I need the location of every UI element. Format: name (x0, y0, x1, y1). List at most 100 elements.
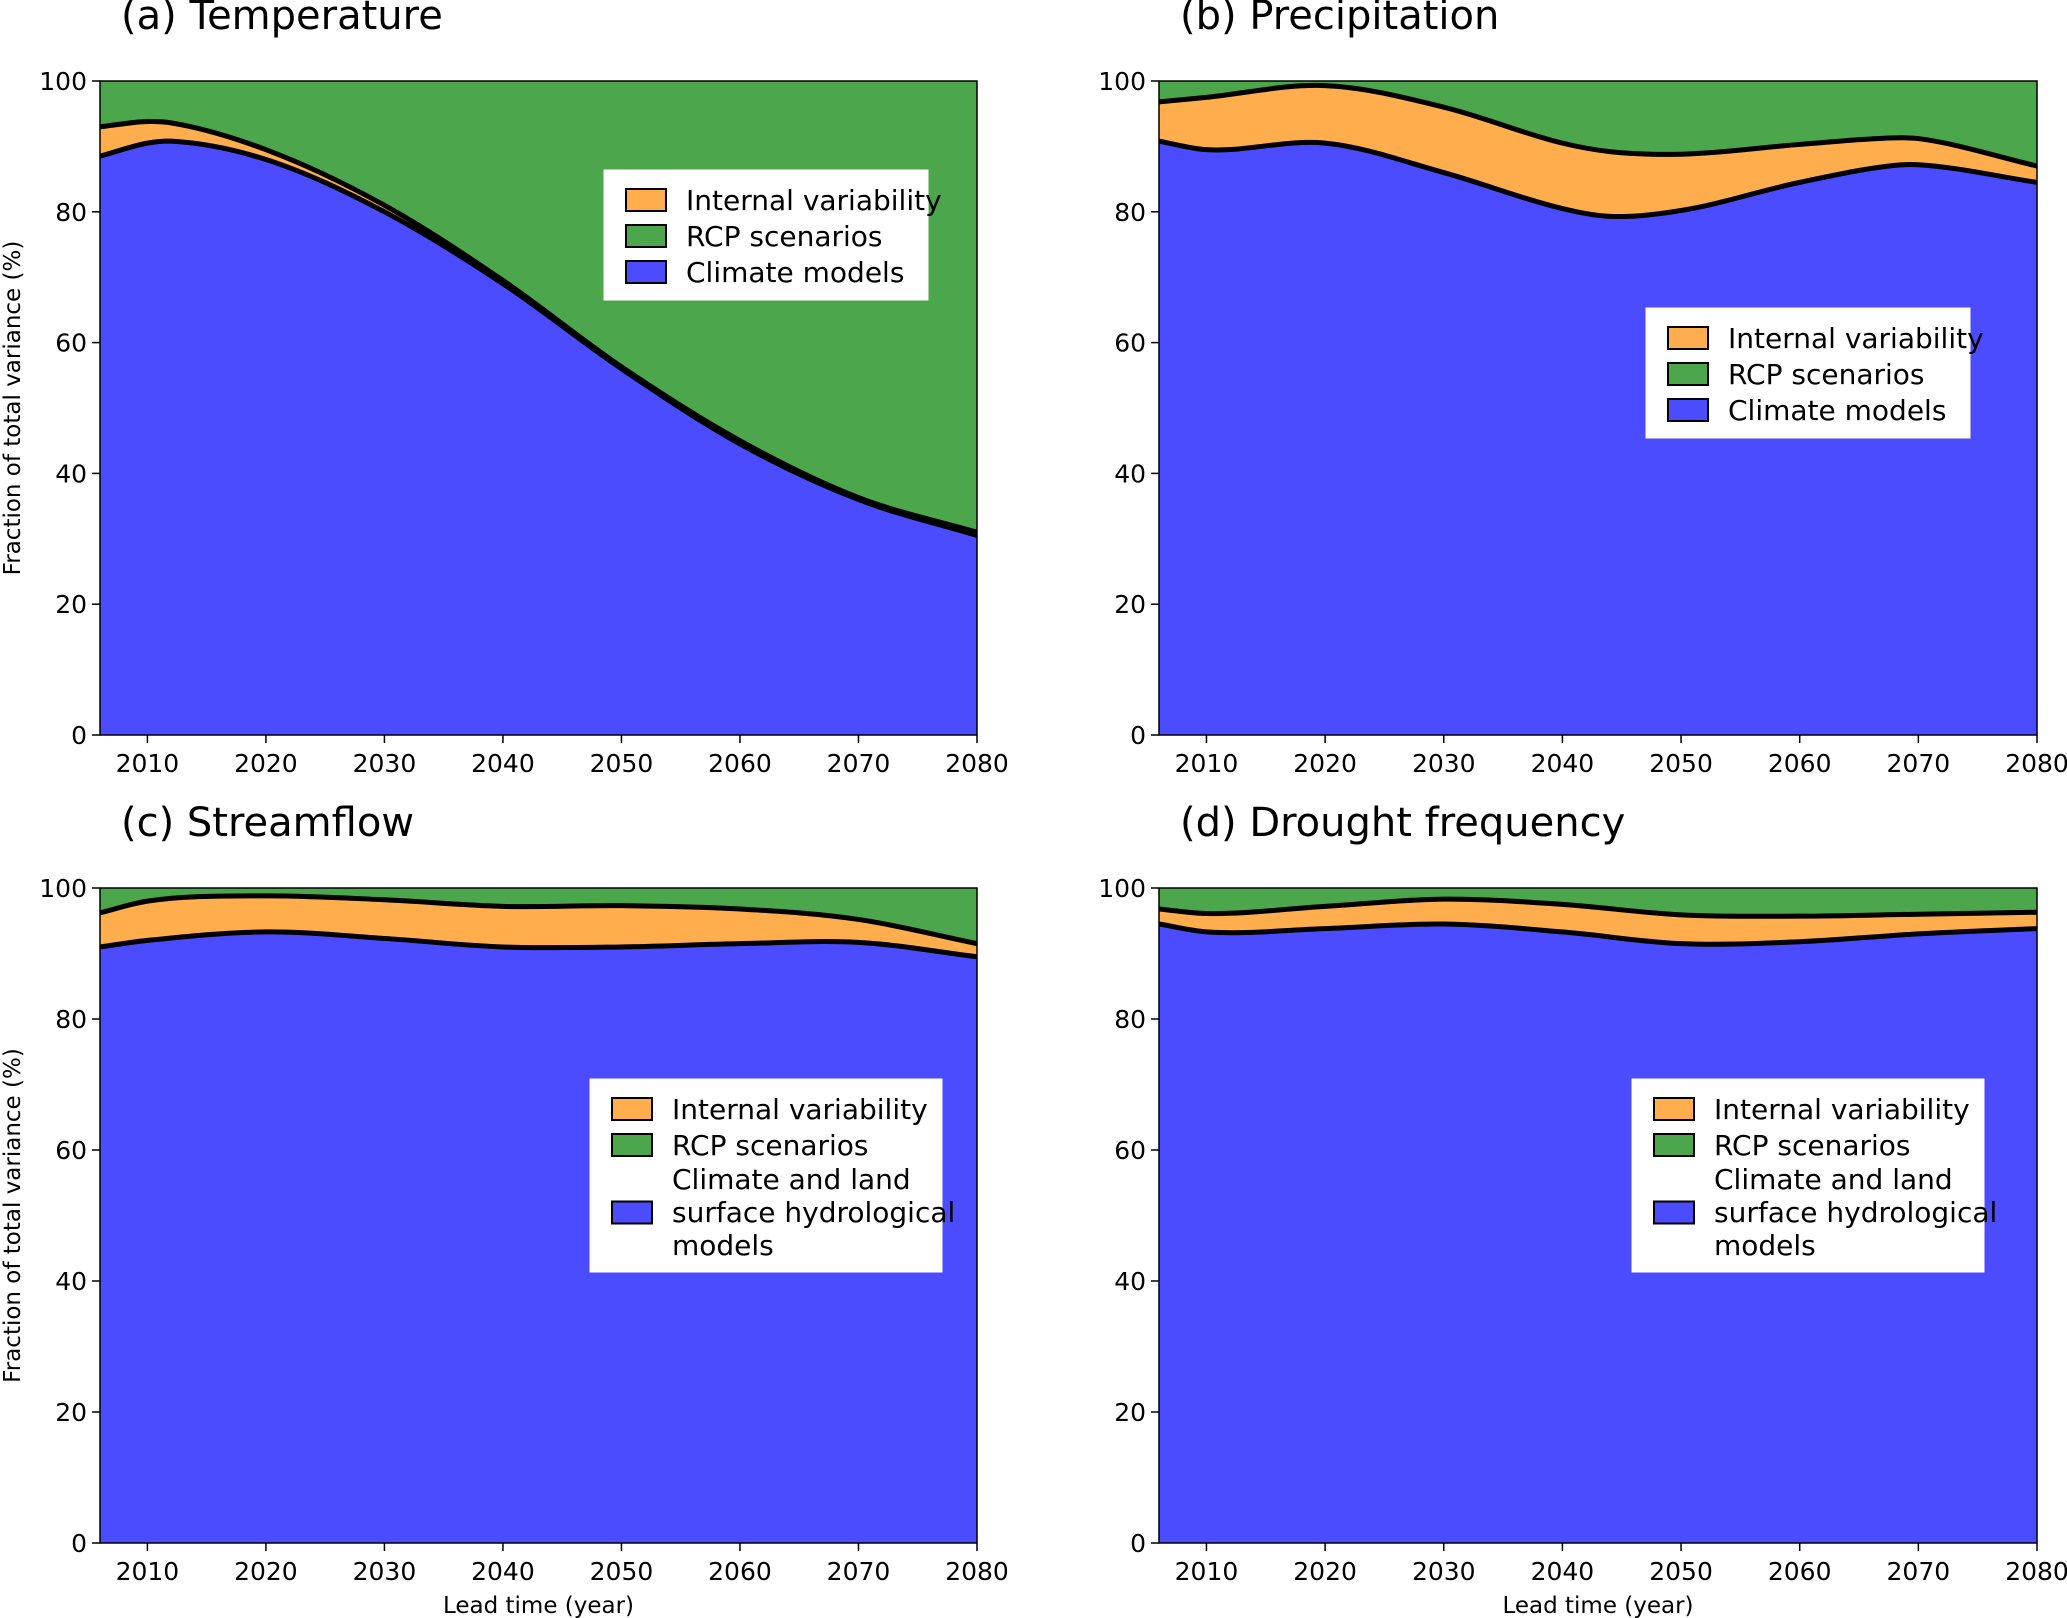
boundary-line-models (1159, 921, 2037, 947)
x-tick-label: 2040 (1531, 1557, 1595, 1586)
x-tick-label: 2030 (353, 1557, 417, 1586)
boundary-line-internal (1159, 82, 2037, 169)
area-models (1159, 141, 2037, 735)
x-axis-label: Lead time (year) (443, 1593, 634, 1618)
x-tick-label: 2070 (1887, 1557, 1951, 1586)
x-tick-label: 2010 (1175, 749, 1239, 778)
legend-label: Climate models (1728, 394, 1946, 427)
legend-label: Internal variability (1714, 1093, 1970, 1126)
boundary-line-internal (1159, 896, 2037, 919)
x-tick-label: 2070 (1887, 749, 1951, 778)
y-tick-label: 20 (1114, 1398, 1146, 1427)
legend-swatch (611, 1097, 653, 1121)
legend-item: RCP scenarios (611, 1129, 869, 1162)
legend-swatch (1667, 326, 1709, 350)
y-tick-label: 0 (71, 1529, 87, 1558)
x-tick-label: 2050 (590, 1557, 654, 1586)
legend-label: Climate and land (1714, 1163, 1953, 1196)
y-tick-label: 60 (1114, 329, 1146, 358)
x-tick-label: 2040 (471, 749, 535, 778)
legend-label: Climate and land (672, 1163, 911, 1196)
y-tick-label: 20 (1114, 590, 1146, 619)
x-tick-label: 2080 (945, 749, 1009, 778)
boundary-line-models (100, 929, 977, 960)
y-axis-label: Fraction of total variance (%) (0, 1048, 26, 1383)
y-tick-label: 100 (1098, 67, 1146, 96)
boundary-line-models (1159, 138, 2037, 220)
x-tick-label: 2060 (708, 1557, 772, 1586)
x-tick-label: 2050 (1649, 749, 1713, 778)
y-tick-label: 0 (1130, 1529, 1146, 1558)
axes-frame (1158, 887, 2038, 1544)
x-tick-label: 2020 (1293, 1557, 1357, 1586)
legend-swatch (1653, 1097, 1695, 1121)
x-tick-label: 2020 (234, 749, 298, 778)
x-tick-label: 2040 (1531, 749, 1595, 778)
x-tick-label: 2050 (590, 749, 654, 778)
legend-swatch (1667, 398, 1709, 422)
y-tick-label: 80 (55, 198, 87, 227)
panel-title: (a) Temperature (121, 0, 443, 39)
y-tick-label: 60 (55, 1136, 87, 1165)
legend-item: Internal variability (611, 1093, 928, 1126)
legend-label: surface hydrological (1714, 1196, 1997, 1229)
legend-item: Climate models (625, 256, 904, 289)
x-tick-label: 2070 (827, 749, 891, 778)
x-tick-label: 2020 (234, 1557, 298, 1586)
legend-item: Internal variability (625, 184, 942, 217)
legend-item: RCP scenarios (1667, 358, 1925, 391)
x-tick-label: 2010 (116, 1557, 180, 1586)
y-tick-label: 100 (39, 874, 87, 903)
legend-label: Internal variability (686, 184, 942, 217)
x-tick-label: 2030 (1412, 749, 1476, 778)
legend-swatch (1653, 1133, 1695, 1157)
y-tick-label: 40 (55, 1267, 87, 1296)
y-tick-label: 0 (1130, 721, 1146, 750)
y-tick-label: 60 (1114, 1136, 1146, 1165)
x-tick-label: 2040 (471, 1557, 535, 1586)
x-tick-label: 2060 (1768, 1557, 1832, 1586)
x-tick-label: 2060 (1768, 749, 1832, 778)
legend-label: models (672, 1229, 774, 1262)
x-tick-label: 2050 (1649, 1557, 1713, 1586)
plot-area (1159, 81, 2037, 735)
y-tick-label: 100 (39, 67, 87, 96)
legend-swatch (625, 224, 667, 248)
x-tick-label: 2060 (708, 749, 772, 778)
y-tick-label: 0 (71, 721, 87, 750)
legend-item: RCP scenarios (1653, 1129, 1911, 1162)
legend-item: Internal variability (1667, 322, 1984, 355)
legend-label: RCP scenarios (686, 220, 883, 253)
legend-label: RCP scenarios (1728, 358, 1925, 391)
y-tick-label: 20 (55, 1398, 87, 1427)
x-tick-label: 2010 (116, 749, 180, 778)
y-tick-label: 40 (55, 459, 87, 488)
legend-swatch (1667, 362, 1709, 386)
legend-label: Internal variability (1728, 322, 1984, 355)
legend-swatch (625, 260, 667, 284)
x-tick-label: 2030 (353, 749, 417, 778)
x-tick-label: 2030 (1412, 1557, 1476, 1586)
y-tick-label: 60 (55, 329, 87, 358)
axes-frame (1158, 80, 2038, 736)
y-tick-label: 40 (1114, 459, 1146, 488)
legend-label: Climate models (686, 256, 904, 289)
axes-frame (99, 80, 978, 736)
legend-swatch (1653, 1200, 1695, 1225)
legend-swatch (625, 188, 667, 212)
legend-label: models (1714, 1229, 1816, 1262)
x-tick-label: 2080 (2005, 1557, 2067, 1586)
x-tick-label: 2080 (945, 1557, 1009, 1586)
x-tick-label: 2020 (1293, 749, 1357, 778)
x-tick-label: 2080 (2005, 749, 2067, 778)
